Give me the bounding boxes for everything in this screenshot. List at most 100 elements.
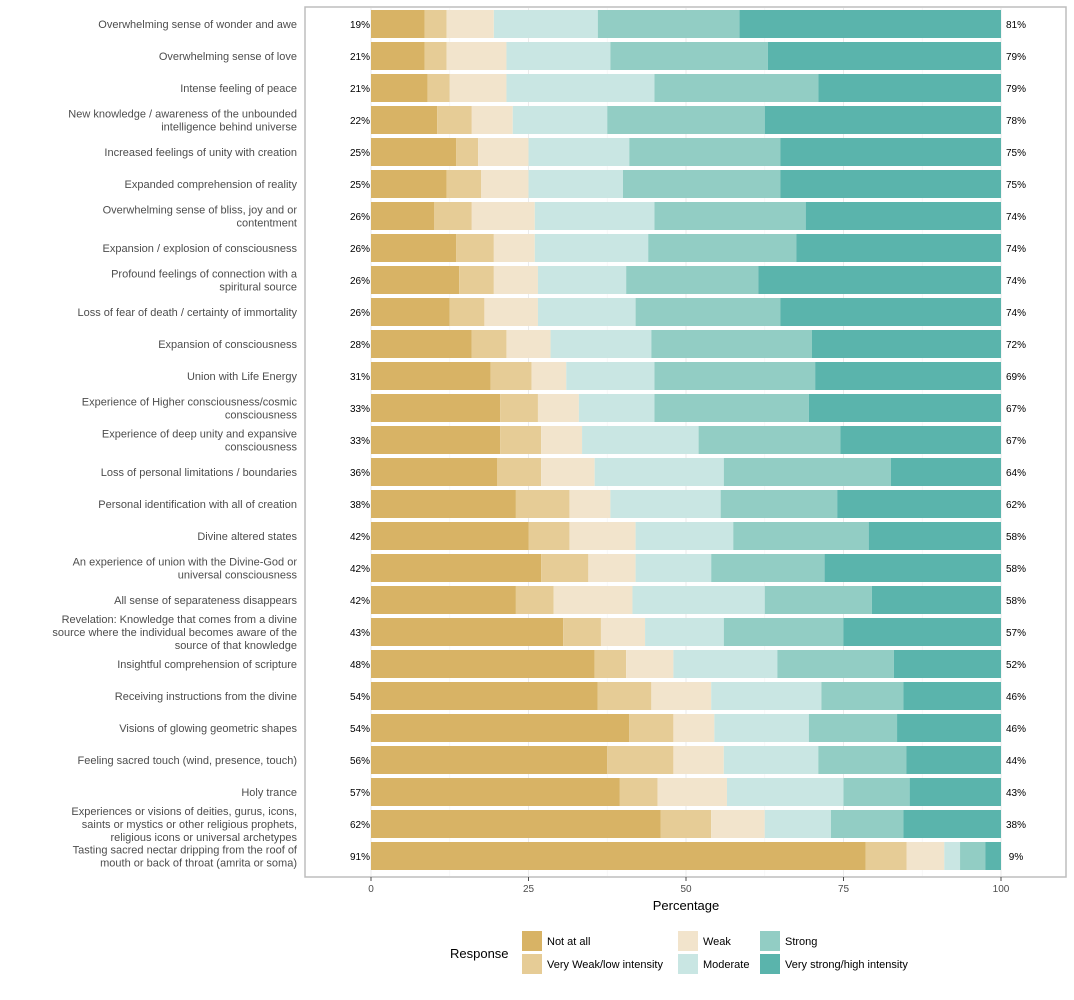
- bar-segment-weak: [484, 298, 538, 326]
- percent-low-label: 22%: [350, 116, 370, 127]
- category-label: Insightful comprehension of scripture: [117, 659, 297, 671]
- bar-segment-very-strong-high-intensity: [985, 842, 1001, 870]
- bar-segment-very-strong-high-intensity: [764, 106, 1001, 134]
- percent-low-label: 43%: [350, 628, 370, 639]
- bar-segment-weak: [478, 138, 529, 166]
- bar-segment-very-weak-low-intensity: [456, 138, 479, 166]
- bar-segment-strong: [777, 650, 894, 678]
- bar-segment-very-strong-high-intensity: [906, 746, 1001, 774]
- bar-segment-very-strong-high-intensity: [780, 298, 1001, 326]
- legend-label-weak: Weak: [703, 936, 731, 948]
- bar-segment-not-at-all: [371, 746, 608, 774]
- percent-high-label: 46%: [1006, 724, 1026, 735]
- percent-low-label: 56%: [350, 756, 370, 767]
- bar-segment-moderate: [635, 522, 734, 550]
- bar-segment-very-strong-high-intensity: [818, 74, 1001, 102]
- bar-segment-moderate: [534, 234, 649, 262]
- x-tick-label: 0: [368, 884, 374, 895]
- percent-high-label: 74%: [1006, 212, 1026, 223]
- bar-segment-very-weak-low-intensity: [619, 778, 658, 806]
- bar-segment-very-strong-high-intensity: [840, 426, 1001, 454]
- category-label: Experience of Higher consciousness/cosmi…: [82, 397, 298, 422]
- bar-segment-very-weak-low-intensity: [449, 298, 485, 326]
- bar-segment-moderate: [711, 682, 822, 710]
- percent-high-label: 78%: [1006, 116, 1026, 127]
- bar-segment-moderate: [673, 650, 778, 678]
- bar-segment-very-strong-high-intensity: [890, 458, 1001, 486]
- legend: Not at all Very Weak/low intensity Weak Mod…: [522, 931, 908, 974]
- legend-swatch-very-strong-high-intensity: [760, 954, 780, 974]
- category-label: Receiving instructions from the divine: [115, 691, 297, 703]
- bar-segment-very-weak-low-intensity: [500, 426, 542, 454]
- bar-segment-weak: [711, 810, 765, 838]
- percent-high-label: 81%: [1006, 20, 1026, 31]
- bar-segment-not-at-all: [371, 554, 542, 582]
- x-tick-label: 50: [680, 884, 692, 895]
- percent-low-label: 42%: [350, 532, 370, 543]
- bar-segment-strong: [720, 490, 838, 518]
- bar-segment-very-strong-high-intensity: [903, 682, 1001, 710]
- bar-segment-very-weak-low-intensity: [865, 842, 907, 870]
- percent-high-label: 64%: [1006, 468, 1026, 479]
- percent-low-label: 36%: [350, 468, 370, 479]
- bar-segment-moderate: [566, 362, 655, 390]
- x-tick-label: 25: [523, 884, 535, 895]
- percent-high-label: 52%: [1006, 660, 1026, 671]
- legend-label-very-weak-low-intensity: Very Weak/low intensity: [547, 959, 663, 971]
- bar-segment-moderate: [726, 778, 844, 806]
- percent-low-label: 54%: [350, 724, 370, 735]
- bar-segment-very-strong-high-intensity: [780, 170, 1001, 198]
- bar-segment-moderate: [764, 810, 831, 838]
- bar-segment-very-weak-low-intensity: [424, 10, 447, 38]
- bar-segment-very-strong-high-intensity: [815, 362, 1001, 390]
- category-label: Overwhelming sense of wonder and awe: [98, 19, 297, 31]
- category-label: Tasting sacred nectar dripping from the …: [73, 845, 298, 870]
- bar-segment-not-at-all: [371, 298, 450, 326]
- bar-segment-very-weak-low-intensity: [629, 714, 674, 742]
- bar-segment-very-strong-high-intensity: [909, 778, 1001, 806]
- percent-low-label: 25%: [350, 180, 370, 191]
- percent-low-label: 28%: [350, 340, 370, 351]
- category-label: Personal identification with all of crea…: [98, 499, 297, 511]
- bar-segment-strong: [623, 170, 781, 198]
- percent-low-label: 38%: [350, 500, 370, 511]
- bar-segment-not-at-all: [371, 234, 457, 262]
- bar-segment-not-at-all: [371, 170, 447, 198]
- bar-segment-strong: [723, 458, 891, 486]
- bar-segment-very-weak-low-intensity: [459, 266, 494, 294]
- bar-segment-very-weak-low-intensity: [563, 618, 601, 646]
- percent-high-label: 46%: [1006, 692, 1026, 703]
- percent-high-label: 58%: [1006, 532, 1026, 543]
- percent-low-label: 31%: [350, 372, 370, 383]
- bar-segment-not-at-all: [371, 362, 491, 390]
- bar-segment-moderate: [493, 10, 598, 38]
- percent-high-label: 58%: [1006, 596, 1026, 607]
- legend-label-very-strong-high-intensity: Very strong/high intensity: [785, 959, 908, 971]
- percent-high-label: 74%: [1006, 276, 1026, 287]
- bar-segment-moderate: [537, 266, 627, 294]
- bar-segment-very-weak-low-intensity: [456, 234, 494, 262]
- percent-high-label: 57%: [1006, 628, 1026, 639]
- percent-low-label: 33%: [350, 436, 370, 447]
- bar-segment-very-strong-high-intensity: [796, 234, 1001, 262]
- bar-segment-very-weak-low-intensity: [597, 682, 652, 710]
- bar-segment-weak: [569, 490, 611, 518]
- category-label: Feeling sacred touch (wind, presence, to…: [77, 755, 297, 767]
- legend-swatch-not-at-all: [522, 931, 542, 951]
- bar-segment-strong: [635, 298, 781, 326]
- percent-low-label: 91%: [350, 852, 370, 863]
- bar-segment-not-at-all: [371, 842, 866, 870]
- bar-segment-very-strong-high-intensity: [758, 266, 1001, 294]
- bar-segment-moderate: [550, 330, 652, 358]
- bar-segment-weak: [600, 618, 646, 646]
- category-label: Loss of personal limitations / boundarie…: [101, 467, 298, 479]
- percent-low-label: 33%: [350, 404, 370, 415]
- bar-segment-weak: [449, 74, 507, 102]
- bar-segment-very-weak-low-intensity: [500, 394, 538, 422]
- bar-segment-very-strong-high-intensity: [903, 810, 1001, 838]
- bar-segment-very-strong-high-intensity: [808, 394, 1001, 422]
- bar-segment-very-weak-low-intensity: [434, 202, 472, 230]
- category-label: New knowledge / awareness of the unbound…: [68, 109, 297, 134]
- bar-segment-weak: [569, 522, 636, 550]
- percent-low-label: 21%: [350, 84, 370, 95]
